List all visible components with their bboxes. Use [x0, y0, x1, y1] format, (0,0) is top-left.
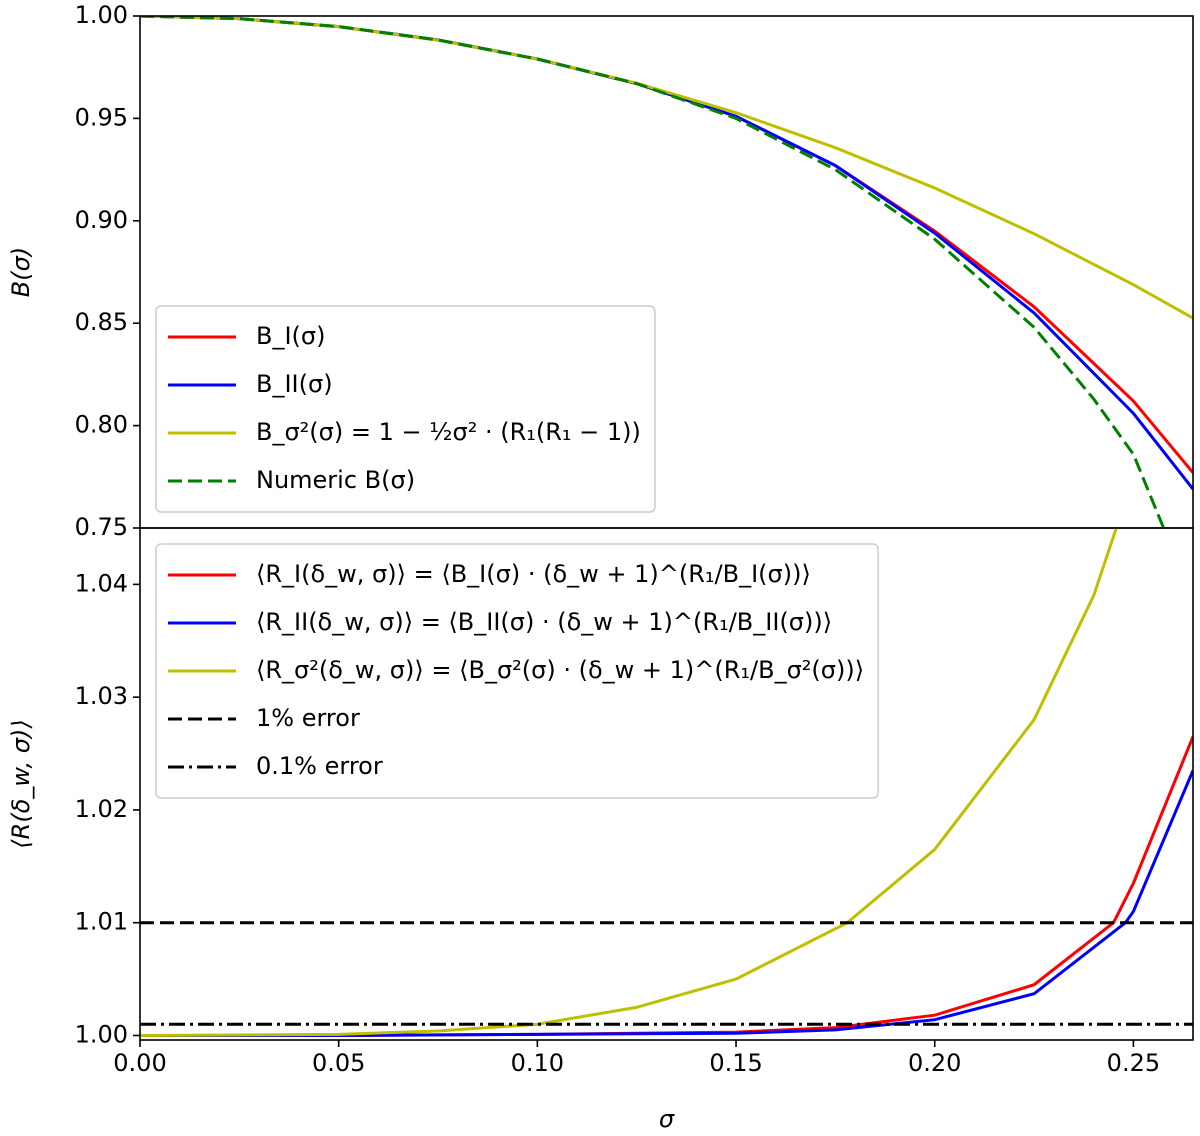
axes-frame	[139, 527, 1194, 1041]
y-tick-label: 0.95	[75, 103, 128, 131]
y-tick-label: 1.03	[75, 682, 128, 710]
legend-frame	[155, 543, 879, 799]
y-tick-label: 1.02	[75, 795, 128, 823]
series-line	[140, 769, 1193, 1037]
plot-area	[140, 16, 1193, 528]
y-tick-label: 1.00	[75, 1, 128, 29]
legend-label: 1% error	[256, 704, 360, 732]
x-tick-label: 0.00	[113, 1049, 166, 1077]
legend-label: 0.1% error	[256, 752, 383, 780]
y-tick-label: 1.01	[75, 908, 128, 936]
x-tick-label: 0.20	[908, 1049, 961, 1077]
y-tick-label: 1.04	[75, 569, 128, 597]
series-line	[140, 528, 1118, 1037]
y-tick-label: 1.00	[75, 1020, 128, 1048]
series-line	[140, 16, 1193, 320]
y-tick-label: 0.80	[75, 411, 128, 439]
y-axis-label: ⟨R(δ_w, σ)⟩	[7, 719, 35, 848]
y-tick-label: 0.90	[75, 206, 128, 234]
legend-label: B_I(σ)	[256, 322, 325, 350]
legend-label: Numeric B(σ)	[256, 466, 415, 494]
legend-label: B_σ²(σ) = 1 − ½σ² · (R₁(R₁ − 1))	[256, 418, 641, 446]
legend: ⟨R_I(δ_w, σ)⟩ = ⟨B_I(σ) · (δ_w + 1)^(R₁/…	[155, 543, 879, 799]
x-axis-label: σ	[659, 1105, 675, 1133]
y-tick-label: 0.75	[75, 513, 128, 541]
legend-label: ⟨R_σ²(δ_w, σ)⟩ = ⟨B_σ²(σ) · (δ_w + 1)^(R…	[256, 656, 864, 684]
legend: B_I(σ) B_II(σ) B_σ²(σ) = 1 − ½σ² · (R₁(R₁ …	[155, 305, 656, 513]
legend-label: ⟨R_II(δ_w, σ)⟩ = ⟨B_II(σ) · (δ_w + 1)^(R…	[256, 608, 832, 636]
legend-frame	[155, 305, 656, 513]
y-axis-label: B(σ)	[7, 247, 35, 297]
x-tick-label: 0.10	[511, 1049, 564, 1077]
legend-label: B_II(σ)	[256, 370, 333, 398]
x-tick-label: 0.05	[312, 1049, 365, 1077]
y-tick-label: 0.85	[75, 308, 128, 336]
legend-label: ⟨R_I(δ_w, σ)⟩ = ⟨B_I(σ) · (δ_w + 1)^(R₁/…	[256, 560, 811, 588]
plot-area	[140, 528, 1193, 1037]
x-tick-label: 0.25	[1107, 1049, 1160, 1077]
x-tick-label: 0.15	[709, 1049, 762, 1077]
series-line	[140, 16, 1165, 528]
